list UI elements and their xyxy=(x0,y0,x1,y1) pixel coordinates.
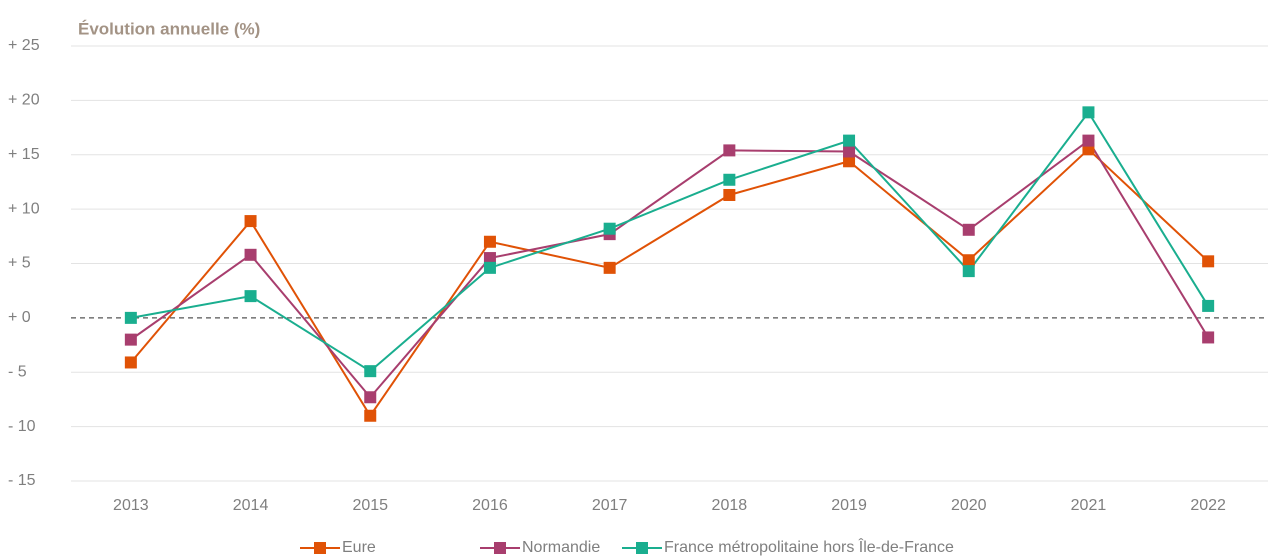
legend-label: Normandie xyxy=(522,539,600,556)
y-tick-label: + 20 xyxy=(8,92,40,109)
y-tick-label: - 10 xyxy=(8,418,36,435)
y-tick-label: + 15 xyxy=(8,146,40,163)
x-tick-label: 2015 xyxy=(352,497,388,514)
series-line xyxy=(130,147,1209,418)
point-marker xyxy=(364,391,377,404)
point-marker xyxy=(364,365,377,378)
point-marker xyxy=(1202,331,1215,344)
x-tick-label: 2013 xyxy=(113,497,149,514)
point-marker xyxy=(1202,255,1215,268)
x-tick-label: 2016 xyxy=(472,497,508,514)
y-tick-label: - 15 xyxy=(8,472,36,489)
point-marker xyxy=(124,333,137,346)
y-tick-label: - 5 xyxy=(8,363,27,380)
y-tick-label: + 10 xyxy=(8,200,40,217)
point-marker xyxy=(244,248,257,261)
point-marker xyxy=(1202,299,1215,312)
point-marker xyxy=(483,252,496,265)
point-marker xyxy=(723,173,736,186)
point-marker xyxy=(244,215,257,228)
x-tick-label: 2020 xyxy=(951,497,987,514)
x-tick-label: 2021 xyxy=(1071,497,1107,514)
x-tick-label: 2017 xyxy=(592,497,628,514)
y-tick-label: + 25 xyxy=(8,37,40,54)
point-marker xyxy=(723,188,736,201)
y-tick-label: + 0 xyxy=(8,309,31,326)
point-marker xyxy=(962,223,975,236)
legend-marker xyxy=(494,542,506,554)
point-marker xyxy=(843,134,856,147)
legend-marker xyxy=(636,542,648,554)
point-marker xyxy=(483,261,496,274)
x-tick-label: 2019 xyxy=(831,497,867,514)
point-marker xyxy=(723,144,736,157)
chart-title: Évolution annuelle (%) xyxy=(78,19,260,38)
point-marker xyxy=(483,235,496,248)
point-marker xyxy=(124,356,137,369)
point-marker xyxy=(1082,106,1095,119)
point-marker xyxy=(962,265,975,278)
series-line xyxy=(130,110,1210,373)
point-marker xyxy=(364,409,377,422)
legend-label: France métropolitaine hors Île-de-France xyxy=(664,537,954,556)
point-marker xyxy=(124,311,137,324)
y-tick-label: + 5 xyxy=(8,255,31,272)
point-marker xyxy=(244,290,257,303)
point-marker xyxy=(1082,134,1095,147)
x-tick-label: 2022 xyxy=(1190,497,1226,514)
point-marker xyxy=(603,261,616,274)
point-marker xyxy=(843,145,856,158)
legend-marker xyxy=(314,542,326,554)
legend-label: Eure xyxy=(342,539,376,556)
point-marker xyxy=(843,155,856,168)
point-marker xyxy=(962,254,975,267)
x-tick-label: 2018 xyxy=(712,497,748,514)
series-line xyxy=(130,139,1210,399)
point-marker xyxy=(603,222,616,235)
x-tick-label: 2014 xyxy=(233,497,269,514)
